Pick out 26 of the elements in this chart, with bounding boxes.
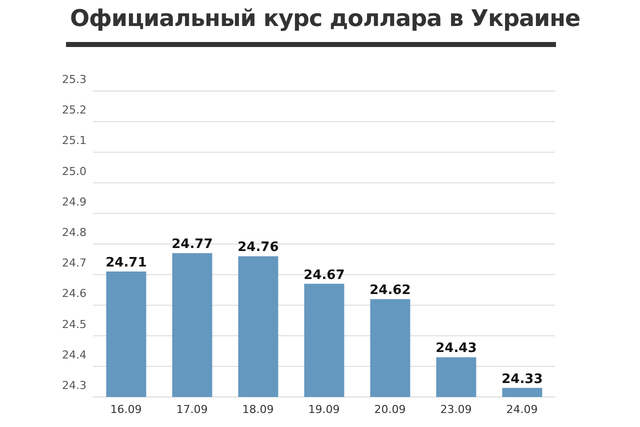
text: 24.6 <box>62 287 86 300</box>
x-tick-label: 18.09 <box>242 402 274 416</box>
data-label: 24.62 <box>370 283 411 298</box>
x-tick-label: 17.09 <box>176 402 208 416</box>
data-label: 24.76 <box>238 240 279 256</box>
chart-title: Официальный курс доллара в Украине <box>70 6 580 32</box>
data-label: 24.43 <box>436 341 477 356</box>
text: 24.8 <box>62 226 86 239</box>
text: 24.5 <box>62 318 86 331</box>
text: 25.2 <box>62 104 86 117</box>
text: 24.7 <box>62 256 86 270</box>
text: 24.3 <box>62 379 86 392</box>
data-label: 24.67 <box>304 268 345 283</box>
text: 24.9 <box>62 195 86 208</box>
x-tick-label: 24.09 <box>506 402 538 416</box>
text: 24.4 <box>62 348 86 362</box>
data-label: 24.71 <box>106 256 147 271</box>
text: 25.1 <box>62 134 86 148</box>
x-tick-label: 16.09 <box>110 402 142 416</box>
text: 25.0 <box>62 164 86 178</box>
x-tick-label: 23.09 <box>440 402 472 416</box>
x-tick-label: 20.09 <box>374 402 406 416</box>
data-label: 24.77 <box>172 237 213 252</box>
text: 25.3 <box>62 73 86 86</box>
x-tick-label: 19.09 <box>308 402 340 416</box>
data-label: 24.33 <box>502 372 543 387</box>
